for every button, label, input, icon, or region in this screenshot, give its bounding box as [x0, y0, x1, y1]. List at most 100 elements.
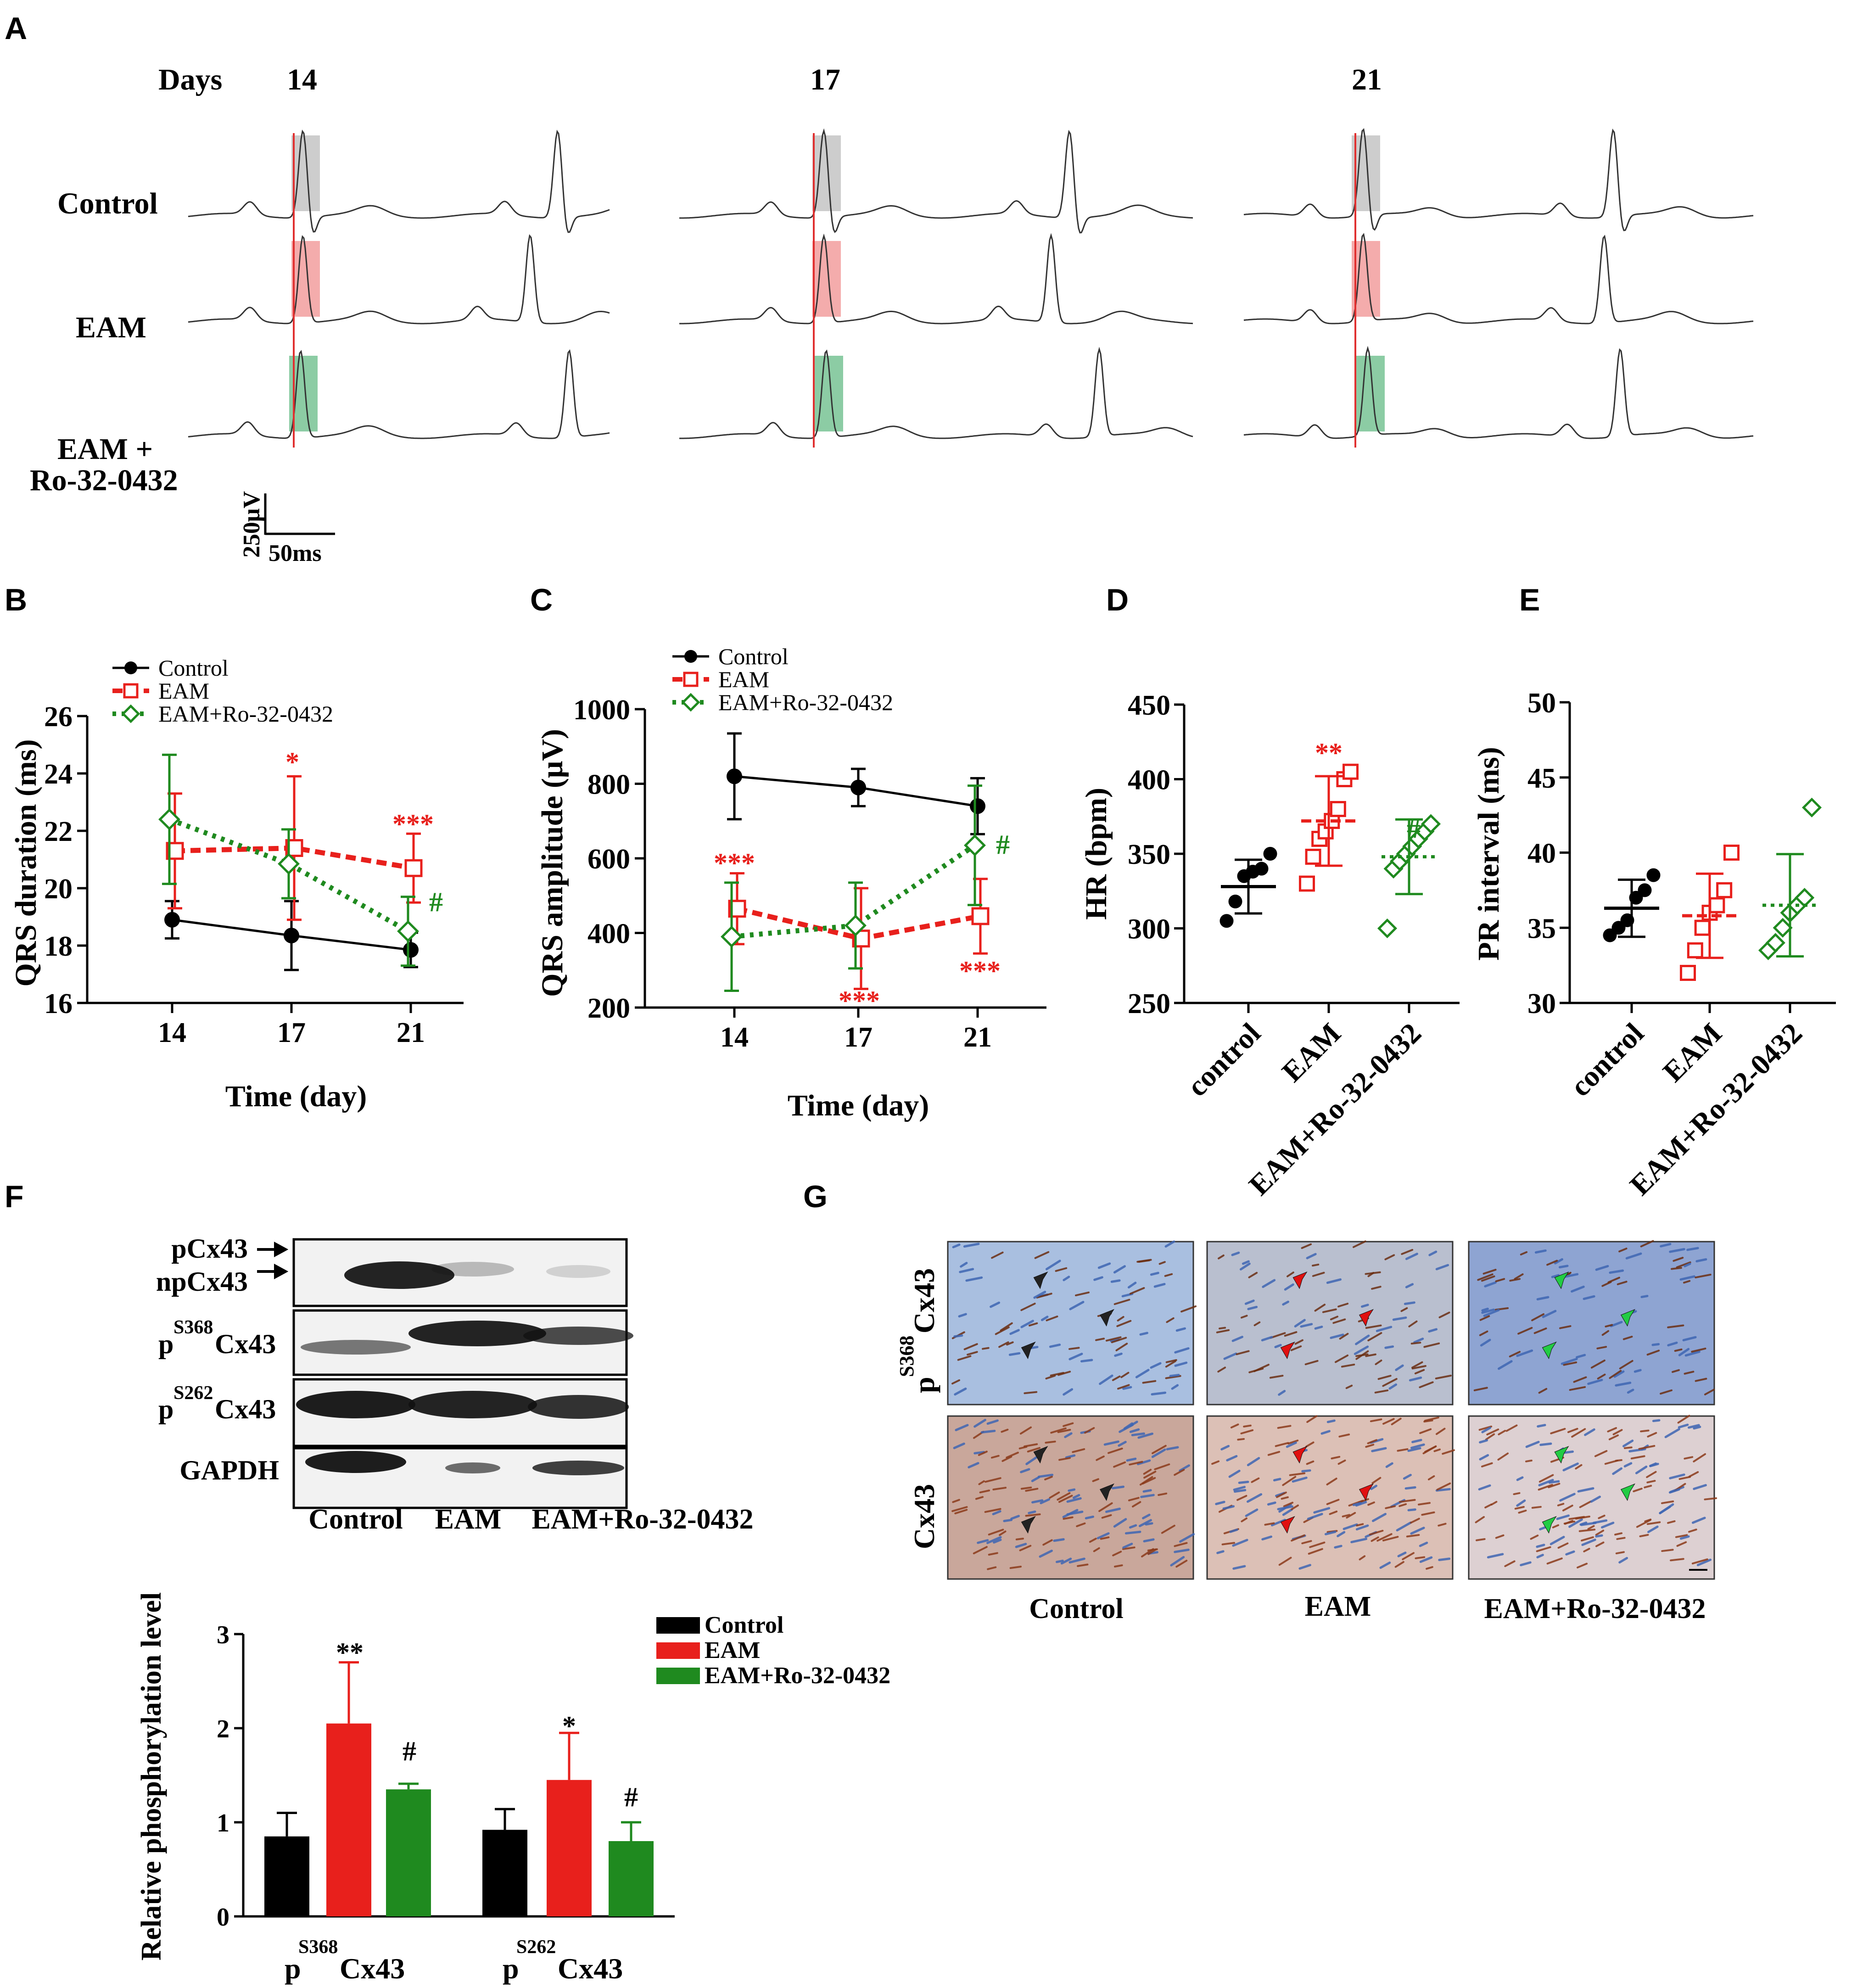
- ihc-stain: [1525, 1459, 1533, 1462]
- ihc-stain: [1037, 1473, 1054, 1478]
- c-annot-3star-17: ***: [839, 986, 880, 1016]
- qrs-amplitude-chart: 200 400 600 800 1000 14 17 21 *** *** *** # Time (d…: [536, 644, 1046, 1122]
- ihc-stain: [1691, 1517, 1706, 1524]
- ihc-stain: [1353, 1240, 1366, 1248]
- ihc-stain: [992, 1510, 1001, 1516]
- ihc-stain: [1623, 1446, 1633, 1449]
- ihc-arrow-icon: [1359, 1483, 1374, 1501]
- ihc-stain: [1138, 1519, 1152, 1527]
- ihc-stain: [1675, 1534, 1688, 1538]
- b-xlabel: Time (day): [225, 1080, 367, 1113]
- ihc-stain: [1609, 1269, 1624, 1274]
- ihc-stain: [1166, 1317, 1175, 1323]
- ihc-stain: [1110, 1279, 1121, 1283]
- marker-circle: [1638, 883, 1652, 897]
- scale-bar-time-label: 50ms: [269, 540, 322, 566]
- scale-bar: 250μV 50ms: [239, 491, 335, 566]
- bar-0: [264, 1836, 309, 1916]
- ihc-stain: [998, 1341, 1009, 1348]
- ihc-stain: [1481, 1308, 1495, 1314]
- ihc-stain: [1427, 1475, 1435, 1481]
- ihc-stain: [1339, 1333, 1349, 1340]
- ihc-stain: [1595, 1541, 1605, 1547]
- ihc-stain: [1537, 1424, 1546, 1428]
- ihc-stain: [1165, 1375, 1181, 1379]
- ihc-stain: [1264, 1522, 1275, 1526]
- marker-circle: [403, 942, 419, 958]
- ihc-stain: [1356, 1523, 1364, 1527]
- marker-diamond: [158, 808, 180, 830]
- ihc-stain: [1410, 1443, 1425, 1449]
- ihc-stain: [1404, 1301, 1415, 1305]
- ihc-stain: [1536, 1296, 1550, 1301]
- ihc-stain: [1407, 1447, 1421, 1452]
- ihc-stain: [963, 1343, 978, 1350]
- ihc-stain: [1400, 1307, 1408, 1312]
- ihc-stain: [1036, 1293, 1052, 1299]
- ihc-stain: [1066, 1497, 1082, 1503]
- ihc-stain: [1355, 1350, 1369, 1360]
- ihc-stain: [1370, 1418, 1382, 1422]
- ihc-stain: [1174, 1347, 1190, 1354]
- ihc-stain: [1678, 1476, 1691, 1480]
- ihc-stain: [1376, 1326, 1393, 1333]
- marker-diamond: [1421, 814, 1441, 834]
- ihc-stain: [1664, 1428, 1680, 1439]
- marker-square: [1299, 875, 1315, 892]
- ihc-stain: [1428, 1328, 1438, 1333]
- ihc-stain: [1039, 1549, 1053, 1558]
- ihc-stain: [1129, 1461, 1143, 1466]
- ihc-stain: [1300, 1323, 1313, 1328]
- ihc-stain: [1436, 1482, 1451, 1491]
- ihc-stain: [1546, 1260, 1558, 1266]
- ihc-stain: [1131, 1432, 1145, 1436]
- ihc-stain: [1232, 1539, 1248, 1547]
- ihc-stain: [1687, 1424, 1700, 1429]
- ihc-stain: [1397, 1551, 1407, 1557]
- ihc-stain: [1031, 1499, 1044, 1504]
- ihc-stain: [1124, 1530, 1141, 1534]
- ihc-stain: [1065, 1454, 1076, 1459]
- ihc-stain: [1575, 1464, 1583, 1470]
- ihc-stain: [1063, 1516, 1074, 1520]
- ihc-stain: [1166, 1446, 1179, 1450]
- ihc-stain: [1068, 1347, 1080, 1350]
- marker-square: [971, 907, 990, 925]
- ihc-stain: [1644, 1484, 1652, 1489]
- ihc-stain: [1066, 1510, 1084, 1516]
- marker-diamond: [1773, 918, 1793, 938]
- ihc-stain: [1495, 1278, 1505, 1282]
- y-tick-label: 26: [44, 701, 73, 733]
- ihc-arrow-icon: [1292, 1271, 1308, 1289]
- ihc-stain: [1609, 1370, 1622, 1379]
- ihc-stain: [1217, 1366, 1226, 1373]
- ihc-stain: [1548, 1483, 1561, 1489]
- ihc-stain: [1218, 1254, 1225, 1260]
- ihc-stain: [1097, 1262, 1111, 1269]
- ihc-stain: [1563, 1273, 1579, 1278]
- ihc-stain: [1484, 1503, 1493, 1509]
- ihc-stain: [1098, 1502, 1113, 1512]
- ihc-stain: [1174, 1361, 1188, 1367]
- ihc-stain: [1251, 1477, 1260, 1483]
- ihc-stain: [1179, 1533, 1195, 1543]
- legend-label: Control: [705, 1612, 783, 1638]
- ihc-stain: [1375, 1359, 1382, 1365]
- ihc-stain: [977, 1539, 989, 1544]
- blot-label-npcx43: npCx43: [156, 1266, 248, 1297]
- ihc-stain: [1169, 1373, 1180, 1378]
- ihc-stain: [1330, 1333, 1344, 1339]
- ihc-stain: [1100, 1536, 1110, 1540]
- ihc-stain: [1174, 1542, 1188, 1547]
- ihc-stain: [1495, 1534, 1505, 1539]
- blot-label-ps262-p: p: [158, 1394, 173, 1424]
- ihc-stain: [1618, 1248, 1628, 1253]
- ihc-stain: [1569, 1386, 1586, 1391]
- ihc-stain: [1595, 1529, 1605, 1536]
- y-tick-label: 22: [44, 816, 73, 847]
- ihc-stain: [1385, 1505, 1396, 1509]
- ihc-stain: [1673, 1257, 1684, 1262]
- d-annot-2star: **: [1315, 738, 1343, 768]
- ihc-stain: [1025, 1455, 1040, 1465]
- ihc-stain: [1326, 1499, 1340, 1505]
